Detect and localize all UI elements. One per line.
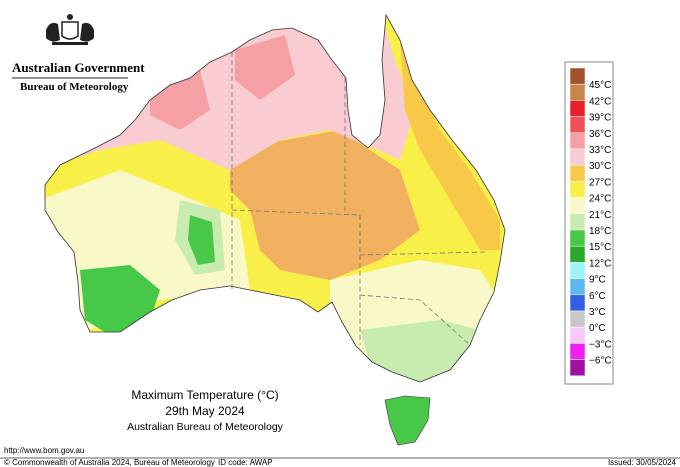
legend-swatch	[569, 245, 586, 263]
legend-swatch	[569, 164, 586, 182]
coastline	[44, 13, 506, 383]
legend: 45°C 42°C 39°C 36°C 33°C 30°C 27°C 24°C 21°C 18°C…	[569, 67, 612, 377]
state-borders	[231, 52, 486, 346]
legend-label: −3°C	[589, 339, 612, 350]
legend-label: 21°C	[589, 210, 611, 221]
legend-label: 0°C	[589, 323, 606, 334]
legend-swatch	[569, 181, 586, 198]
map-source: Australian Bureau of Meteorology	[127, 421, 284, 433]
footer-copyright: © Commonwealth of Australia 2024, Bureau…	[4, 458, 215, 467]
zone-15-interior	[188, 215, 215, 265]
zone-27-east	[400, 40, 500, 250]
legend-label: 36°C	[589, 129, 611, 140]
legend-swatch	[569, 294, 586, 312]
zone-27-orange	[230, 130, 420, 280]
legend-label: 45°C	[589, 80, 611, 91]
crest	[46, 14, 94, 45]
legend-swatch	[569, 326, 586, 344]
legend-label: 3°C	[589, 307, 606, 318]
legend-label: 27°C	[589, 177, 611, 188]
legend-swatch	[569, 148, 586, 166]
legend-label: 24°C	[589, 194, 611, 205]
zone-33-topend	[235, 35, 295, 100]
legend-swatch	[569, 100, 586, 117]
map-date: 29th May 2024	[165, 404, 245, 418]
footer-issued: Issued: 30/05/2024	[608, 458, 677, 467]
zone-18-east	[360, 320, 480, 382]
legend-swatch	[569, 132, 586, 150]
legend-label: 18°C	[589, 226, 611, 237]
legend-label: 15°C	[589, 242, 611, 253]
legend-swatch	[569, 83, 586, 101]
zone-15-sw	[80, 265, 160, 335]
legend-swatch	[569, 229, 586, 247]
legend-swatch	[569, 116, 586, 134]
legend-swatch	[569, 343, 586, 360]
footer-url[interactable]: http://www.bom.gov.au	[4, 446, 84, 455]
legend-label: 6°C	[589, 291, 606, 302]
legend-swatch	[569, 213, 586, 231]
legend-swatch	[569, 359, 586, 377]
legend-swatch	[569, 262, 586, 279]
legend-label: 9°C	[589, 275, 606, 286]
tasmania	[384, 395, 431, 446]
legend-label: 42°C	[589, 96, 611, 107]
legend-swatch	[569, 278, 586, 296]
legend-label: 33°C	[589, 145, 611, 156]
legend-label: 12°C	[589, 258, 611, 269]
legend-label: 30°C	[589, 161, 611, 172]
legend-swatch	[569, 310, 586, 328]
legend-swatch	[569, 67, 586, 85]
agency-name: Bureau of Meteorology	[20, 81, 129, 93]
legend-swatch	[569, 197, 586, 215]
government-name: Australian Government	[12, 60, 145, 75]
legend-label: 39°C	[589, 113, 611, 124]
legend-label: −6°C	[589, 356, 612, 367]
map-title: Maximum Temperature (°C)	[131, 388, 278, 402]
footer-id: ID code: AWAP	[218, 458, 273, 467]
